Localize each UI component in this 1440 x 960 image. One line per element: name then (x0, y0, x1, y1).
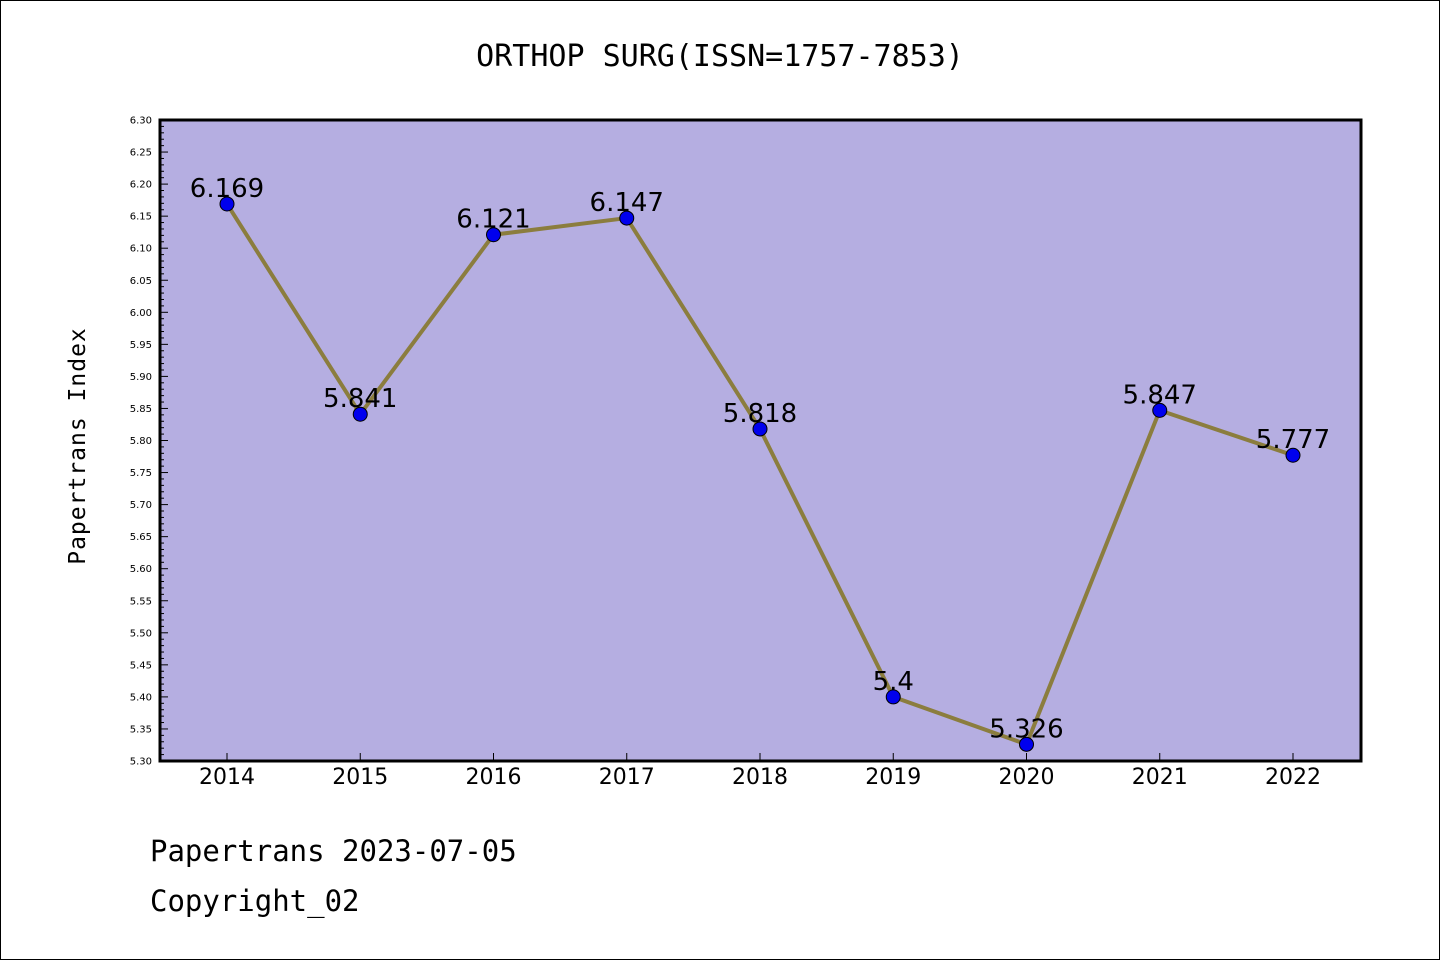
y-tick-label: 6.15 (130, 212, 152, 223)
y-tick-label: 5.85 (130, 404, 152, 415)
footer-date-line: Papertrans 2023-07-05 (150, 834, 517, 868)
y-tick-label: 5.60 (130, 564, 152, 575)
data-point-marker (219, 196, 235, 212)
y-tick-label: 5.40 (130, 692, 152, 703)
data-label: 5.847 (1123, 380, 1197, 410)
data-label: 5.326 (989, 714, 1063, 744)
data-point-marker (752, 421, 768, 437)
data-label: 5.777 (1256, 425, 1330, 455)
y-tick-label: 6.10 (130, 244, 152, 255)
x-tick-label: 2018 (732, 765, 788, 790)
data-label: 6.121 (456, 205, 530, 235)
y-tick-label: 5.95 (130, 340, 152, 351)
x-tick-label: 2017 (599, 765, 655, 790)
x-tick-label: 2022 (1265, 765, 1321, 790)
y-tick-label: 5.90 (130, 372, 152, 383)
y-tick-label: 6.30 (130, 116, 152, 127)
data-point-marker (1019, 736, 1034, 752)
footer-copyright: Copyright_02 (150, 884, 360, 918)
data-point-marker (1152, 402, 1168, 418)
data-labels: 6.169 5.841 6.121 6.147 5.818 5.4 5.326 5.847 5.… (190, 174, 1330, 744)
x-tick-label: 2021 (1132, 765, 1188, 790)
plot-border (158, 118, 1363, 763)
data-label: 6.169 (190, 174, 264, 204)
x-tick-label: 2014 (199, 765, 255, 790)
y-axis-label: Papertrans Index (65, 327, 91, 565)
data-label: 5.841 (323, 384, 397, 414)
data-label: 5.818 (723, 399, 797, 429)
y-tick-label: 5.75 (130, 468, 152, 479)
data-point-marker (486, 227, 501, 243)
y-tick-label: 5.50 (130, 628, 152, 639)
y-tick-label: 5.80 (130, 436, 152, 447)
axis-ticks: 5.30 5.35 5.40 5.45 5.50 5.55 5.60 5.65 5.70 5.75… (130, 116, 1321, 791)
x-tick-label: 2016 (466, 765, 522, 790)
data-label: 5.4 (873, 667, 914, 697)
y-tick-label: 5.55 (130, 596, 152, 607)
data-point-marker (1285, 447, 1301, 463)
y-tick-label: 5.65 (130, 532, 152, 543)
y-tick-label: 6.05 (130, 276, 152, 287)
y-tick-label: 5.70 (130, 500, 152, 511)
data-point-marker (352, 406, 368, 422)
y-tick-label: 6.20 (130, 180, 152, 191)
y-tick-label: 5.45 (130, 660, 152, 671)
x-tick-label: 2019 (865, 765, 921, 790)
x-tick-label: 2015 (332, 765, 388, 790)
y-tick-label: 5.30 (130, 757, 152, 768)
data-point-marker (885, 689, 901, 705)
chart-title: ORTHOP SURG(ISSN=1757-7853) (476, 39, 964, 74)
data-point-marker (619, 210, 635, 226)
y-tick-label: 5.35 (130, 724, 152, 735)
y-tick-label: 6.00 (130, 308, 152, 319)
plot-area (160, 120, 1361, 761)
data-series (219, 196, 1301, 752)
y-tick-label: 6.25 (130, 148, 152, 159)
x-tick-label: 2020 (999, 765, 1055, 790)
data-label: 6.147 (590, 188, 664, 218)
